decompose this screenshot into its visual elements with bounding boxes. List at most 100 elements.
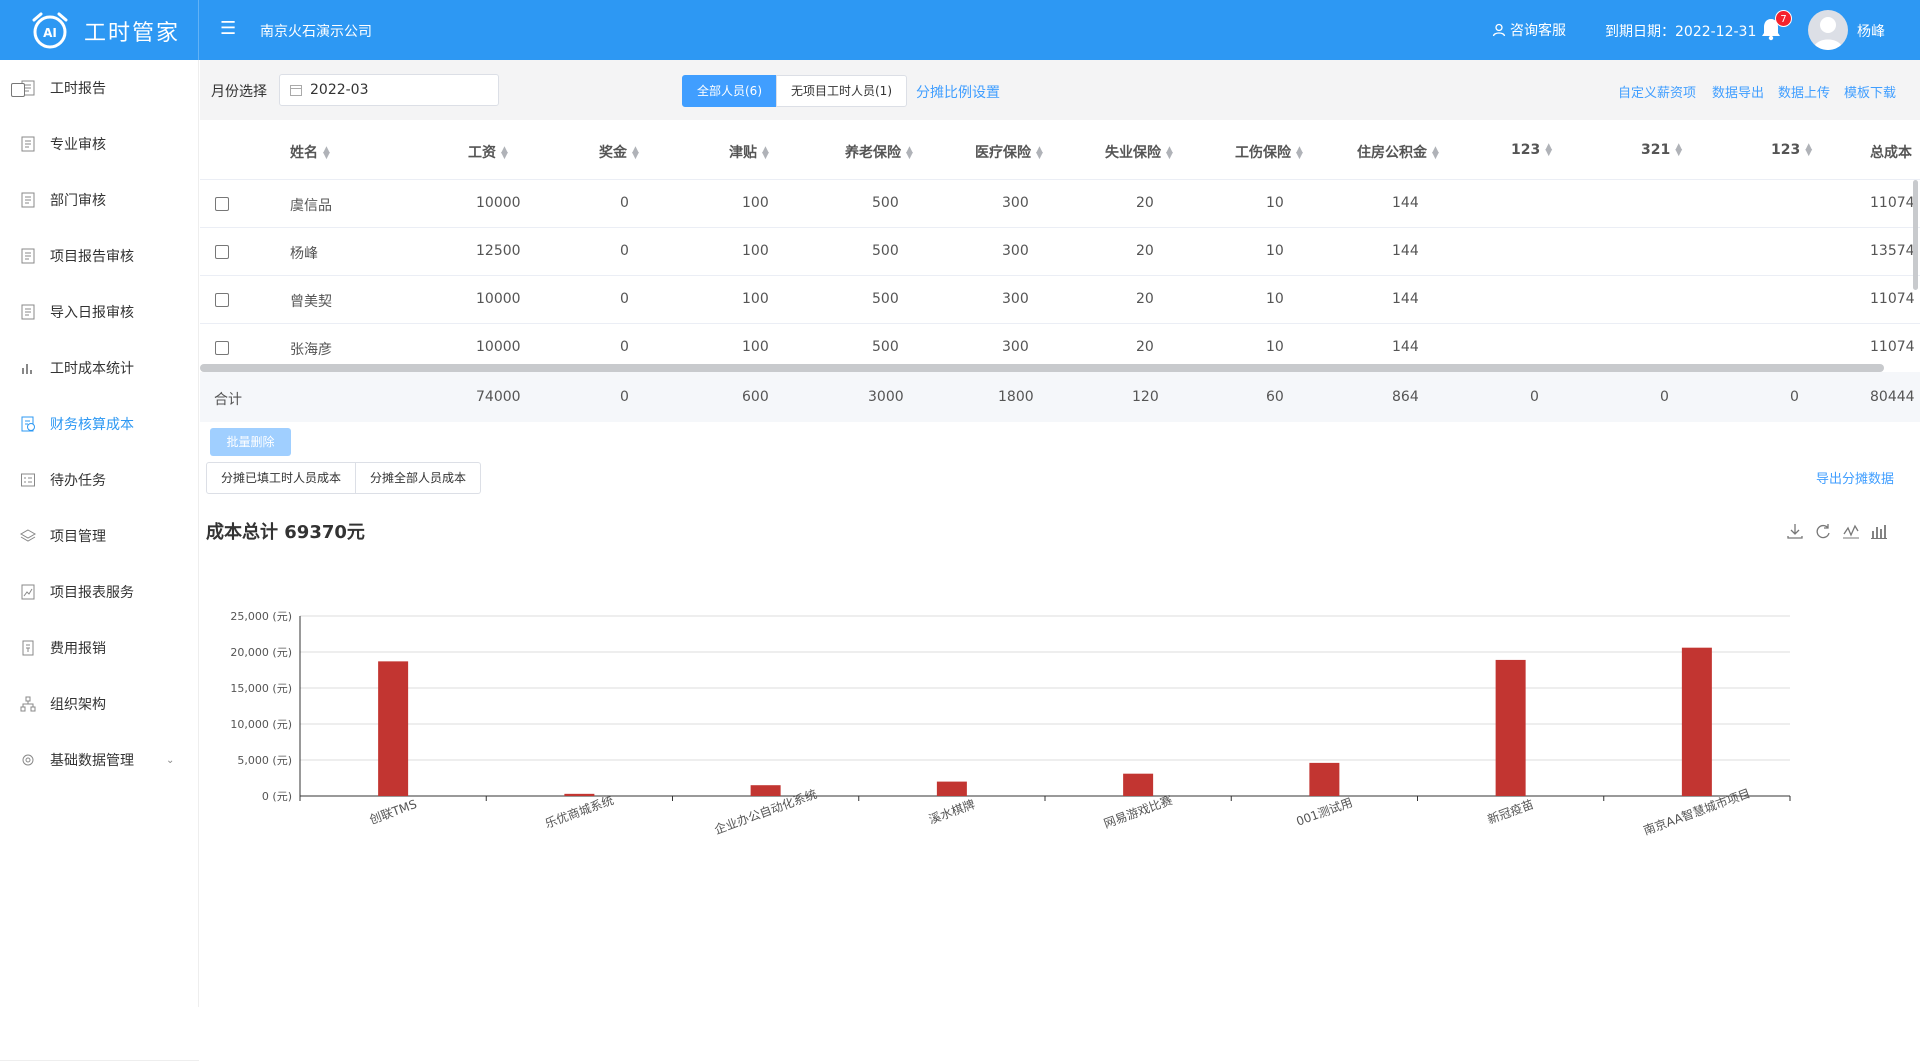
summary-row: 合计 74000 0 600 3000 1800 120 60 864 0 0 … (200, 372, 1920, 422)
column-header[interactable]: 321 ▲ ▼ (1641, 142, 1683, 158)
column-header[interactable]: 123 ▲ ▼ (1771, 142, 1813, 158)
table-row[interactable]: 虞信品 10000 0 100 500 300 20 10 144 11074 (200, 180, 1920, 228)
avatar-person-icon (1813, 17, 1843, 50)
org-icon (20, 696, 36, 712)
cell-total: 11074 (1870, 339, 1915, 355)
row-checkbox[interactable] (215, 197, 229, 211)
table-row[interactable]: 张海彦 10000 0 100 500 300 20 10 144 11074 (200, 324, 1920, 364)
cell-pension: 500 (872, 339, 899, 355)
cell-name: 曾美契 (290, 294, 332, 310)
template-download-link[interactable]: 模板下载 (1844, 86, 1897, 101)
row-checkbox[interactable] (215, 245, 229, 259)
month-label: 月份选择 (211, 84, 267, 100)
data-upload-link[interactable]: 数据上传 (1778, 86, 1831, 101)
cell-pension: 500 (872, 195, 899, 211)
export-alloc-link[interactable]: 导出分摊数据 (1816, 472, 1895, 487)
filter-bar: 月份选择 2022-03 全部人员(6) 无项目工时人员(1) 分摊比例设置 自… (200, 60, 1920, 120)
sidebar-item-project-report-service[interactable]: 项目报表服务 (0, 564, 199, 620)
bar (378, 661, 409, 796)
select-all-checkbox[interactable] (11, 83, 25, 97)
refresh-icon[interactable] (1814, 522, 1832, 540)
alloc-filled-button[interactable]: 分摊已填工时人员成本 (206, 462, 357, 494)
column-header[interactable]: 姓名 ▲ ▼ (290, 145, 330, 161)
cell-medical: 300 (1002, 195, 1029, 211)
column-header[interactable]: 总成本 (1870, 145, 1912, 161)
alloc-all-button[interactable]: 分摊全部人员成本 (356, 462, 482, 494)
cell-allowance: 100 (742, 291, 769, 307)
summary-cell: 1800 (998, 389, 1034, 405)
sidebar-item-professional-audit[interactable]: 专业审核 (0, 116, 199, 172)
sidebar-item-label: 工时成本统计 (50, 361, 134, 377)
consult-link[interactable]: 咨询客服 (1492, 20, 1566, 40)
cell-unemployment: 20 (1136, 339, 1154, 355)
app-title: 工时管家 (84, 21, 181, 46)
avatar[interactable] (1808, 10, 1848, 50)
chevron-down-icon: ⌄ (166, 754, 175, 766)
ratio-settings-link[interactable]: 分摊比例设置 (916, 85, 1000, 101)
column-header[interactable]: 养老保险 ▲ ▼ (845, 145, 913, 161)
table-row[interactable]: 杨峰 12500 0 100 500 300 20 10 144 13574 (200, 228, 1920, 276)
column-header[interactable]: 住房公积金 ▲ ▼ (1357, 145, 1439, 161)
chart-title: 成本总计 69370元 (206, 522, 365, 543)
custom-salary-link[interactable]: 自定义薪资项 (1618, 86, 1697, 101)
sidebar-item-basic-data[interactable]: 基础数据管理 ⌄ (0, 732, 199, 788)
column-header[interactable]: 工资 ▲ ▼ (468, 145, 508, 161)
cell-unemployment: 20 (1136, 291, 1154, 307)
column-header[interactable]: 医疗保险 ▲ ▼ (975, 145, 1043, 161)
batch-delete-button[interactable]: 批量删除 (210, 428, 291, 456)
sidebar-item-department-audit[interactable]: 部门审核 (0, 172, 199, 228)
sidebar-item-todo[interactable]: 待办任务 (0, 452, 199, 508)
notification-badge: 7 (1775, 10, 1792, 27)
cell-total: 13574 (1870, 243, 1915, 259)
logo[interactable]: AI 工时管家 (0, 0, 199, 60)
username[interactable]: 杨峰 (1857, 24, 1885, 40)
task-icon (21, 473, 35, 487)
download-icon[interactable] (1786, 522, 1804, 540)
summary-cell: 3000 (868, 389, 904, 405)
column-header[interactable]: 失业保险 ▲ ▼ (1105, 145, 1173, 161)
column-header[interactable]: 津贴 ▲ ▼ (729, 145, 769, 161)
sidebar-item-project-management[interactable]: 项目管理 (0, 508, 199, 564)
bar-chart-icon[interactable] (1870, 522, 1888, 540)
column-header[interactable]: 奖金 ▲ ▼ (599, 145, 639, 161)
column-header[interactable]: 123 ▲ ▼ (1511, 142, 1553, 158)
cell-allowance: 100 (742, 243, 769, 259)
summary-cell: 0 (1530, 389, 1539, 405)
y-tick-label: 15,000 (元) (230, 682, 292, 695)
summary-cell: 600 (742, 389, 769, 405)
sidebar-item-cost-statistics[interactable]: 工时成本统计 (0, 340, 199, 396)
cell-pension: 500 (872, 243, 899, 259)
sidebar-item-label: 部门审核 (50, 193, 106, 209)
menu-toggle-icon[interactable]: ☰ (220, 18, 237, 39)
cell-injury: 10 (1266, 339, 1284, 355)
month-picker[interactable]: 2022-03 (279, 74, 499, 106)
cell-bonus: 0 (620, 195, 629, 211)
bar (1123, 773, 1154, 796)
line-chart-icon[interactable] (1842, 522, 1860, 540)
tab-no-project-staff[interactable]: 无项目工时人员(1) (776, 75, 907, 107)
row-checkbox[interactable] (215, 293, 229, 307)
sidebar-item-project-report-audit[interactable]: 项目报告审核 (0, 228, 199, 284)
horizontal-scrollbar[interactable] (200, 364, 1884, 372)
sidebar-item-finance-cost[interactable]: 财务核算成本 (0, 396, 199, 452)
sidebar-item-organization[interactable]: 组织架构 (0, 676, 199, 732)
alarm-clock-logo-icon: AI (32, 12, 68, 49)
department-audit-icon (21, 192, 35, 208)
report-service-icon (21, 584, 35, 600)
summary-cell: 60 (1266, 389, 1284, 405)
sidebar-item-expense[interactable]: 费用报销 (0, 620, 199, 676)
row-checkbox[interactable] (215, 341, 229, 355)
tab-all-staff[interactable]: 全部人员(6) (682, 75, 777, 107)
sidebar-item-work-report[interactable]: 工时报告 (0, 60, 199, 116)
vertical-scrollbar[interactable] (1913, 180, 1918, 290)
settings-icon (22, 754, 34, 766)
bar-chart-icon (22, 364, 32, 374)
data-export-link[interactable]: 数据导出 (1712, 86, 1765, 101)
table-row[interactable]: 曾美契 10000 0 100 500 300 20 10 144 11074 (200, 276, 1920, 324)
cell-salary: 12500 (476, 243, 521, 259)
sidebar-item-label: 项目报表服务 (50, 585, 134, 601)
sidebar-item-import-daily-audit[interactable]: 导入日报审核 (0, 284, 199, 340)
cell-total: 11074 (1870, 291, 1915, 307)
column-header[interactable]: 工伤保险 ▲ ▼ (1235, 145, 1303, 161)
cell-housing-fund: 144 (1392, 243, 1419, 259)
